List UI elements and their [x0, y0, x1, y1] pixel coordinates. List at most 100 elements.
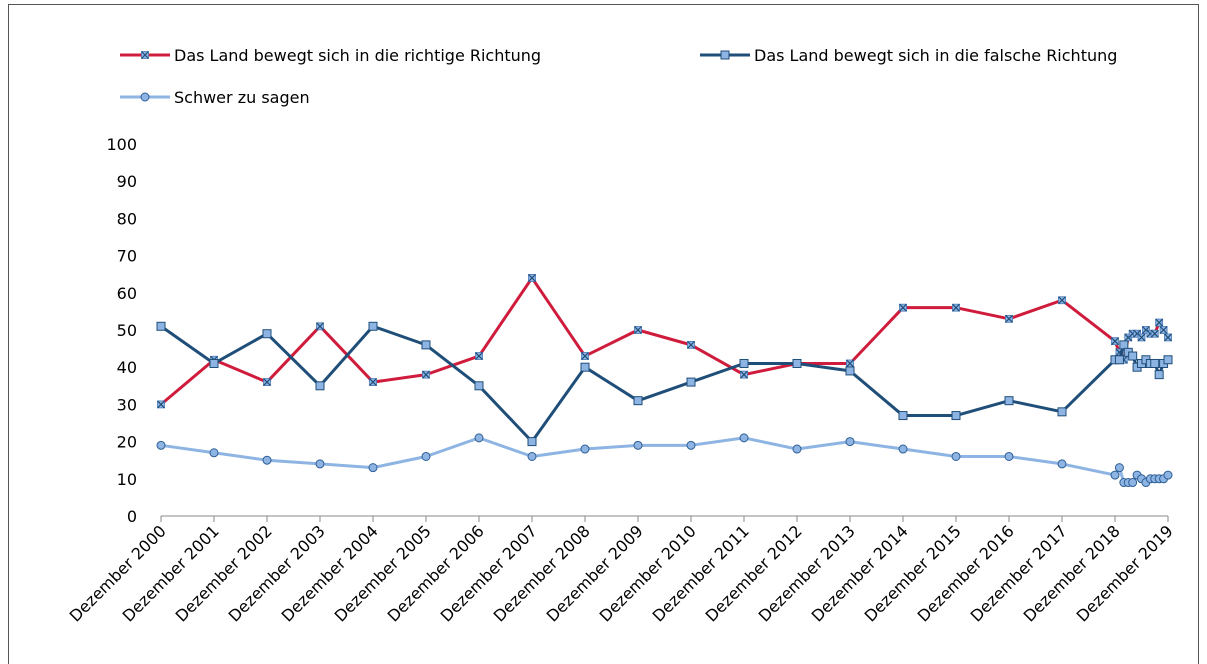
x-tick-label: Dezember 2009	[543, 521, 647, 625]
marker	[474, 381, 484, 391]
marker	[368, 321, 378, 331]
marker	[898, 411, 908, 421]
series-line	[160, 436, 1169, 485]
x-tick-label: Dezember 2006	[384, 521, 488, 625]
marker-cross	[846, 359, 854, 368]
marker	[951, 411, 961, 421]
marker	[951, 451, 961, 461]
marker	[262, 455, 272, 465]
marker	[1119, 340, 1129, 350]
marker	[156, 440, 166, 450]
marker-cross	[1111, 337, 1119, 346]
marker	[528, 273, 536, 282]
marker	[792, 358, 802, 368]
legend-label: Das Land bewegt sich in die falsche Rich…	[754, 46, 1117, 65]
marker-cross	[141, 51, 149, 59]
marker	[1128, 478, 1138, 488]
y-tick-label: 40	[117, 358, 137, 377]
marker	[1110, 470, 1120, 480]
x-tick-label: Dezember 2011	[649, 521, 753, 625]
marker	[1114, 355, 1124, 365]
marker	[1004, 451, 1014, 461]
marker	[1155, 318, 1164, 327]
y-tick-label: 20	[117, 433, 137, 452]
marker	[1163, 470, 1173, 480]
marker	[1137, 333, 1146, 342]
marker	[1057, 459, 1067, 469]
x-tick-label: Dezember 2014	[808, 521, 912, 625]
marker	[1159, 326, 1168, 334]
marker-cross	[634, 326, 642, 334]
marker	[315, 459, 325, 469]
marker	[527, 451, 537, 461]
marker-cross	[263, 378, 271, 387]
marker	[720, 50, 730, 60]
marker	[1150, 358, 1160, 368]
marker	[899, 303, 907, 312]
marker	[581, 352, 589, 360]
marker	[686, 377, 696, 387]
marker	[1005, 314, 1013, 323]
x-tick-label: Dezember 2002	[172, 521, 276, 625]
marker	[140, 92, 150, 102]
y-tick-label: 10	[117, 470, 137, 489]
marker-cross	[1155, 318, 1164, 327]
x-tick-label: Dezember 2015	[861, 521, 965, 625]
x-tick-label: Dezember 2005	[331, 521, 435, 625]
marker-cross	[157, 400, 165, 409]
marker	[262, 329, 272, 339]
marker	[369, 378, 377, 387]
y-tick-label: 90	[117, 172, 137, 191]
marker	[686, 440, 696, 450]
marker	[580, 444, 590, 454]
marker	[475, 352, 483, 360]
marker	[634, 326, 642, 334]
marker	[687, 340, 695, 349]
marker	[1057, 407, 1067, 417]
marker	[739, 358, 749, 368]
x-tick-label: Dezember 2017	[967, 521, 1071, 625]
y-tick-label: 60	[117, 284, 137, 303]
marker	[422, 370, 430, 379]
y-tick-label: 0	[127, 507, 137, 526]
legend-marker	[140, 92, 150, 102]
marker-cross	[422, 370, 430, 379]
legend-marker	[141, 51, 149, 59]
x-tick-label: Dezember 2016	[914, 521, 1018, 625]
y-tick-label: 30	[117, 395, 137, 414]
x-tick-label: Dezember 2003	[225, 521, 329, 625]
marker	[845, 366, 855, 376]
marker-cross	[1058, 296, 1066, 305]
y-tick-label: 70	[117, 247, 137, 266]
marker-cross	[528, 273, 536, 282]
marker	[1004, 396, 1014, 406]
marker-cross	[316, 322, 324, 331]
marker-cross	[687, 340, 695, 349]
marker	[846, 359, 854, 368]
marker	[421, 340, 431, 350]
marker	[1058, 296, 1066, 305]
y-tick-label: 50	[117, 321, 137, 340]
legend-label: Das Land bewegt sich in die richtige Ric…	[174, 46, 541, 65]
marker	[1128, 351, 1138, 361]
x-tick-label: Dezember 2010	[596, 521, 700, 625]
marker	[845, 437, 855, 447]
marker-cross	[1137, 333, 1146, 342]
marker	[527, 437, 537, 447]
marker	[1154, 370, 1164, 380]
marker-cross	[581, 352, 589, 360]
marker	[474, 433, 484, 443]
marker	[952, 303, 960, 312]
marker	[141, 51, 149, 59]
y-tick-label: 100	[106, 135, 137, 154]
marker-cross	[899, 303, 907, 312]
x-tick-label: Dezember 2000	[66, 521, 170, 625]
marker	[316, 322, 324, 331]
marker	[633, 396, 643, 406]
x-tick-label: Dezember 2018	[1020, 521, 1124, 625]
marker	[209, 448, 219, 458]
marker	[157, 400, 165, 409]
series-line	[160, 324, 1169, 444]
marker	[421, 451, 431, 461]
x-tick-label: Dezember 2004	[278, 521, 382, 625]
